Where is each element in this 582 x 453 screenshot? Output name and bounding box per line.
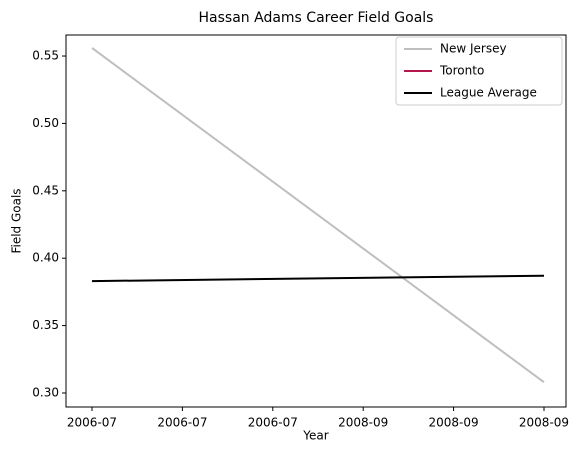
line-series	[91, 47, 545, 384]
x-axis-label: Year	[302, 429, 328, 443]
legend-box	[395, 36, 563, 106]
legend-label: New Jersey	[440, 42, 507, 56]
y-tick-label: 0.35	[32, 318, 59, 332]
y-axis-label: Field Goals	[10, 188, 24, 253]
x-tick-label: 2006-07	[248, 416, 298, 430]
y-tick-label: 0.55	[32, 49, 59, 63]
plot-frame	[65, 34, 567, 408]
x-tick-label: 2006-07	[157, 416, 207, 430]
x-tick-label: 2008-09	[429, 416, 479, 430]
y-tick-label: 0.40	[32, 251, 59, 265]
chart-title: Hassan Adams Career Field Goals	[199, 10, 434, 26]
y-tick-label: 0.30	[32, 385, 59, 399]
x-tick-label: 2006-07	[67, 416, 117, 430]
y-tick-label: 0.45	[32, 183, 59, 197]
line-series	[91, 274, 544, 283]
x-tick-label: 2008-09	[519, 416, 569, 430]
x-tick-label: 2008-09	[338, 416, 388, 430]
legend-label: Toronto	[439, 64, 484, 78]
y-tick-label: 0.50	[32, 116, 59, 130]
legend-label: League Average	[440, 86, 537, 100]
